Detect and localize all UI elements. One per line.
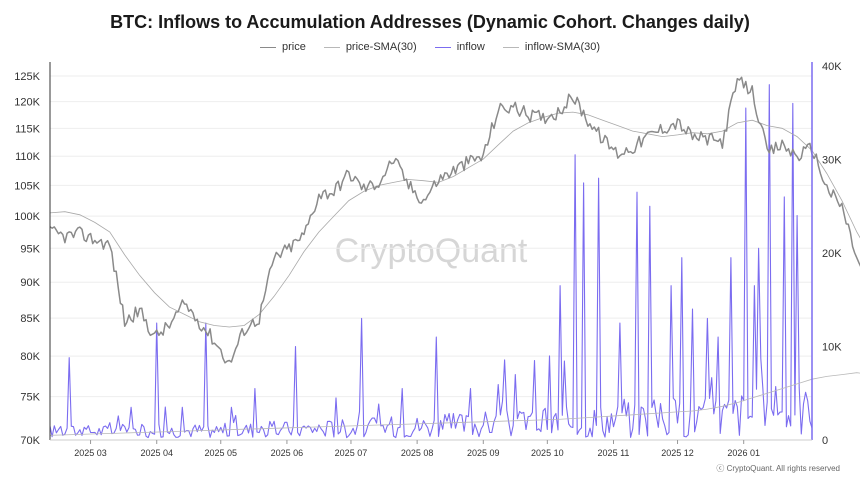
x-tick-2025-11: 2025 11 [598, 448, 630, 458]
x-tick-2025-03: 2025 03 [74, 448, 107, 458]
y-right-tick-40K: 40K [822, 61, 842, 73]
legend-label-inflow: inflow [456, 41, 485, 53]
x-tick-2025-12: 2025 12 [661, 448, 694, 458]
y-left-tick-120K: 120K [14, 97, 40, 109]
x-tick-2025-05: 2025 05 [204, 448, 237, 458]
legend-swatch-price [259, 46, 276, 48]
x-tick-2025-07: 2025 07 [335, 448, 368, 458]
x-tick-2025-09: 2025 09 [467, 448, 500, 458]
legend-item-inflow[interactable]: inflow [434, 41, 485, 53]
y-right-tick-10K: 10K [822, 342, 842, 354]
legend-label-price-sma: price-SMA(30) [345, 41, 417, 53]
copyright-notice: ⓒ CryptoQuant. All rights reserved [716, 464, 840, 473]
y-left-tick-85K: 85K [20, 313, 40, 325]
x-tick-2026-01: 2026 01 [727, 448, 760, 458]
legend-item-inflow-sma[interactable]: inflow-SMA(30) [502, 41, 601, 53]
legend-item-price[interactable]: price [259, 41, 306, 53]
chart-title: BTC: Inflows to Accumulation Addresses (… [110, 12, 750, 32]
inflow-line [49, 84, 813, 439]
legend: price price-SMA(30) inflow inflow-SMA(30… [0, 41, 860, 53]
x-tick-2025-08: 2025 08 [401, 448, 434, 458]
legend-label-price: price [281, 41, 306, 53]
y-left-tick-75K: 75K [20, 392, 40, 404]
legend-item-price-sma[interactable]: price-SMA(30) [323, 41, 417, 53]
watermark: CryptoQuant [335, 232, 528, 270]
y-left-tick-90K: 90K [20, 277, 40, 289]
y-right-tick-20K: 20K [822, 248, 842, 260]
inflow-sma30-line [49, 372, 860, 436]
legend-swatch-inflow-sma [502, 46, 519, 48]
legend-swatch-inflow [434, 46, 451, 48]
legend-label-inflow-sma: inflow-SMA(30) [524, 41, 601, 53]
y-left-tick-80K: 80K [20, 351, 40, 363]
y-left-tick-100K: 100K [14, 211, 40, 223]
price-sma30-line [49, 111, 860, 328]
price-line [49, 76, 860, 364]
x-tick-2025-06: 2025 06 [271, 448, 304, 458]
y-left-tick-110K: 110K [15, 151, 41, 163]
x-tick-2025-04: 2025 04 [140, 448, 173, 458]
y-left-tick-125K: 125K [14, 71, 40, 83]
legend-swatch-price-sma [323, 46, 340, 48]
x-tick-2025-10: 2025 10 [531, 448, 564, 458]
y-left-tick-95K: 95K [20, 243, 40, 255]
y-left-tick-105K: 105K [14, 180, 40, 192]
y-right-tick-30K: 30K [822, 155, 842, 167]
y-left-tick-70K: 70K [20, 435, 40, 447]
y-left-tick-115K: 115K [15, 123, 41, 135]
y-right-tick-0: 0 [822, 435, 828, 447]
